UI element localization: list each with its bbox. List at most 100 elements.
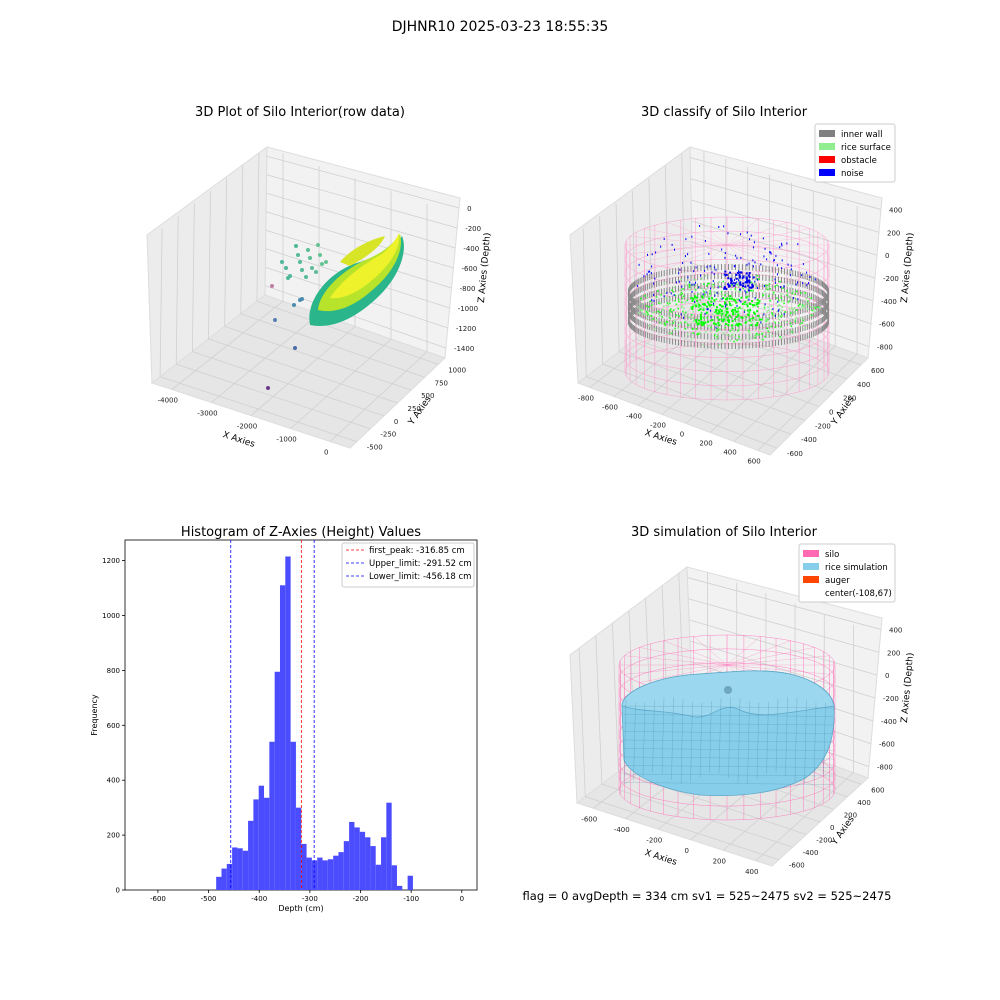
rice-surface-point: [718, 285, 721, 288]
rice-surface-point: [737, 313, 740, 316]
rice-surface-point: [720, 305, 723, 308]
classify-z-tick-label: 400: [889, 206, 902, 214]
rice-surface-point: [696, 296, 699, 299]
rice-mesh-line: [690, 701, 693, 783]
raw-point: [284, 266, 288, 270]
classify-legend-swatch: [819, 130, 835, 137]
noise-point: [704, 312, 706, 315]
raw-z-axis-label: Z Axies (Depth): [477, 232, 493, 303]
inner-wall-point: [734, 342, 736, 349]
rice-surface-point: [736, 323, 739, 326]
histogram-bar: [221, 868, 227, 890]
raw-point: [324, 260, 328, 264]
noise-point: [713, 272, 715, 275]
noise-point: [736, 271, 739, 274]
raw-point: [294, 244, 298, 248]
raw-y-tick-label: 0: [394, 418, 398, 426]
noise-point: [744, 281, 747, 284]
rice-surface-point: [734, 313, 737, 315]
simulation-y-tick-label: 200: [844, 811, 857, 819]
rice-surface-point: [779, 315, 782, 318]
rice-mesh-line: [709, 701, 712, 773]
inner-wall-point: [758, 332, 760, 339]
inner-wall-point: [707, 264, 709, 271]
inner-wall-point: [721, 333, 723, 340]
inner-wall-point: [678, 330, 679, 337]
inner-wall-point: [634, 281, 636, 288]
classify-silo-spoke: [726, 218, 759, 246]
rice-surface-point: [801, 304, 804, 306]
classify-silo-spoke: [726, 228, 810, 246]
classify-legend-label: rice surface: [841, 143, 891, 153]
noise-point: [698, 286, 700, 289]
rice-surface-point: [688, 283, 691, 285]
rice-surface-point: [670, 308, 672, 310]
inner-wall-point: [693, 332, 695, 339]
inner-wall-point: [808, 323, 810, 330]
rice-surface-point: [663, 322, 666, 325]
rice-surface-point: [644, 312, 646, 315]
noise-point: [718, 226, 720, 229]
simulation-y-tick-label: -400: [803, 849, 819, 857]
rice-surface-point: [645, 314, 647, 316]
classify-grid-y: [586, 376, 778, 449]
rice-surface-point: [752, 306, 754, 308]
noise-point: [797, 298, 799, 301]
rice-surface-point: [773, 314, 776, 317]
histogram-legend-label: first_peak: -316.85 cm: [369, 546, 465, 556]
rice-surface-point: [691, 307, 694, 310]
inner-wall-point: [797, 271, 799, 278]
noise-point: [783, 313, 785, 316]
noise-point: [647, 270, 649, 273]
inner-wall-point: [714, 324, 716, 331]
noise-point: [773, 259, 775, 262]
inner-wall-point: [768, 313, 770, 320]
inner-wall-point: [684, 293, 686, 300]
rice-surface-point: [699, 313, 702, 316]
noise-point: [713, 302, 715, 305]
raw-x-axis-label: X Axies: [221, 430, 256, 450]
classify-z-tick-label: 0: [885, 252, 889, 260]
rice-surface-point: [779, 335, 781, 338]
rice-surface-point: [725, 303, 728, 306]
rice-surface-point: [774, 285, 776, 288]
simulation-grid-y-left: [595, 636, 603, 785]
rice-surface-point: [758, 318, 760, 321]
inner-wall-point: [636, 309, 638, 316]
inner-wall-point: [765, 292, 767, 299]
classify-silo-spoke: [644, 244, 728, 262]
classify-x-tick-label: 600: [747, 458, 760, 466]
noise-point: [706, 308, 708, 311]
rice-surface-point: [780, 297, 783, 299]
raw-grid-y-left: [175, 216, 179, 365]
rice-surface-point: [787, 296, 790, 298]
rice-surface-point: [697, 332, 699, 335]
rice-surface-point: [715, 308, 718, 311]
classify-silo-spoke: [726, 222, 788, 246]
inner-wall-point: [634, 308, 636, 315]
rice-surface-point: [718, 311, 721, 314]
rice-surface-point: [724, 323, 727, 326]
rice-surface-point: [746, 305, 749, 308]
inner-wall-point: [724, 291, 726, 298]
rice-surface-point: [672, 290, 675, 293]
rice-surface-point: [750, 321, 753, 323]
rice-surface-point: [731, 313, 734, 316]
inner-wall-point: [778, 276, 779, 283]
inner-wall-point: [656, 271, 658, 278]
rice-surface-point: [801, 322, 803, 324]
rice-surface-point: [725, 298, 728, 301]
rice-surface-point: [715, 323, 718, 326]
inner-wall-point: [717, 333, 719, 340]
rice-mesh-line: [747, 701, 750, 784]
rice-surface-point: [724, 302, 727, 305]
rice-surface-point: [749, 336, 751, 338]
inner-wall-point: [802, 334, 804, 341]
rice-surface-point: [736, 301, 739, 304]
inner-wall-point: [765, 265, 767, 272]
rice-surface-point: [748, 319, 751, 322]
rice-surface-point: [747, 288, 749, 291]
inner-wall-point: [707, 333, 709, 340]
rice-surface-point: [789, 298, 792, 301]
